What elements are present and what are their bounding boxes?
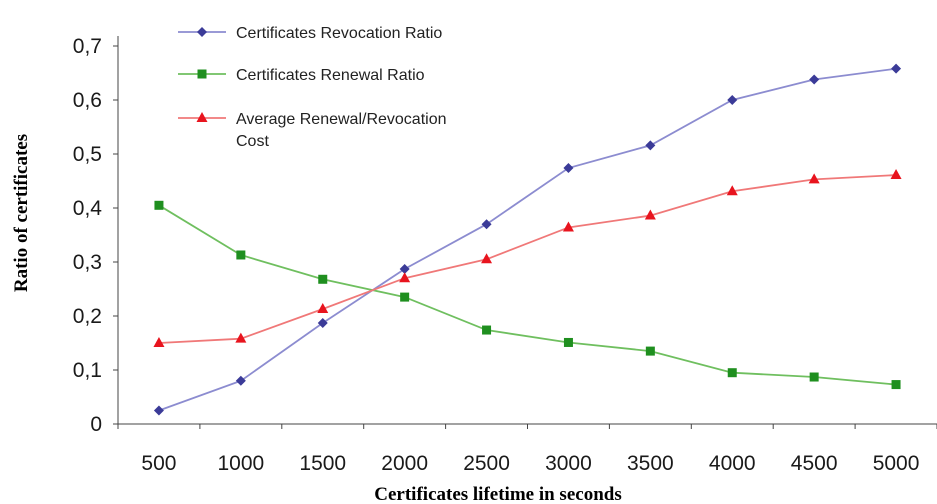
legend-marker <box>197 112 208 122</box>
x-tick-label: 5000 <box>873 452 920 475</box>
data-point <box>563 163 573 173</box>
x-tick-label: 4500 <box>791 452 838 475</box>
x-tick-label: 1500 <box>299 452 346 475</box>
legend-label-line2: Cost <box>236 133 269 150</box>
y-tick-label: 0,1 <box>73 359 102 382</box>
data-point <box>891 64 901 74</box>
x-tick-label: 500 <box>141 452 176 475</box>
legend-marker <box>198 70 207 79</box>
data-point <box>891 169 902 179</box>
y-tick-label: 0,5 <box>73 143 102 166</box>
x-axis: 500 1000 1500 2000 2500 3000 3500 4000 4500 5000 <box>118 424 937 475</box>
data-point <box>400 293 409 302</box>
data-point <box>318 275 327 284</box>
y-tick-label: 0,3 <box>73 251 102 274</box>
data-point <box>482 219 492 229</box>
legend-marker <box>197 27 207 37</box>
x-tick-label: 1000 <box>217 452 264 475</box>
data-point <box>236 250 245 259</box>
legend-item: Average Renewal/Revocation Cost <box>178 111 447 150</box>
series-line <box>159 175 896 343</box>
legend-label: Average Renewal/Revocation <box>236 111 447 128</box>
legend: Certificates Revocation Ratio Certificate… <box>178 25 447 150</box>
data-point <box>892 380 901 389</box>
series-line <box>159 205 896 384</box>
x-tick-label: 2000 <box>381 452 428 475</box>
x-tick-label: 2500 <box>463 452 510 475</box>
y-tick-label: 0,2 <box>73 305 102 328</box>
legend-label: Certificates Renewal Ratio <box>236 67 425 84</box>
legend-item: Certificates Revocation Ratio <box>178 25 442 42</box>
y-tick-label: 0,6 <box>73 89 102 112</box>
data-point <box>482 326 491 335</box>
data-point <box>564 338 573 347</box>
y-axis-label: Ratio of certificates <box>11 134 32 292</box>
data-point <box>154 201 163 210</box>
data-point <box>809 74 819 84</box>
y-axis: 0 0,1 0,2 0,3 0,4 0,5 0,6 0,7 <box>73 35 118 436</box>
data-point <box>728 368 737 377</box>
y-tick-label: 0,4 <box>73 197 103 220</box>
y-tick-label: 0 <box>90 413 102 436</box>
data-point <box>645 140 655 150</box>
data-point <box>646 347 655 356</box>
data-point <box>727 95 737 105</box>
data-point <box>810 373 819 382</box>
x-tick-label: 4000 <box>709 452 756 475</box>
plot-area <box>118 36 937 424</box>
data-point <box>154 406 164 416</box>
y-tick-label: 0,7 <box>73 35 102 58</box>
x-tick-label: 3000 <box>545 452 592 475</box>
legend-label: Certificates Revocation Ratio <box>236 25 442 42</box>
x-axis-label: Certificates lifetime in seconds <box>374 484 621 504</box>
series-2 <box>154 201 900 389</box>
legend-item: Certificates Renewal Ratio <box>178 67 425 84</box>
x-tick-label: 3500 <box>627 452 674 475</box>
